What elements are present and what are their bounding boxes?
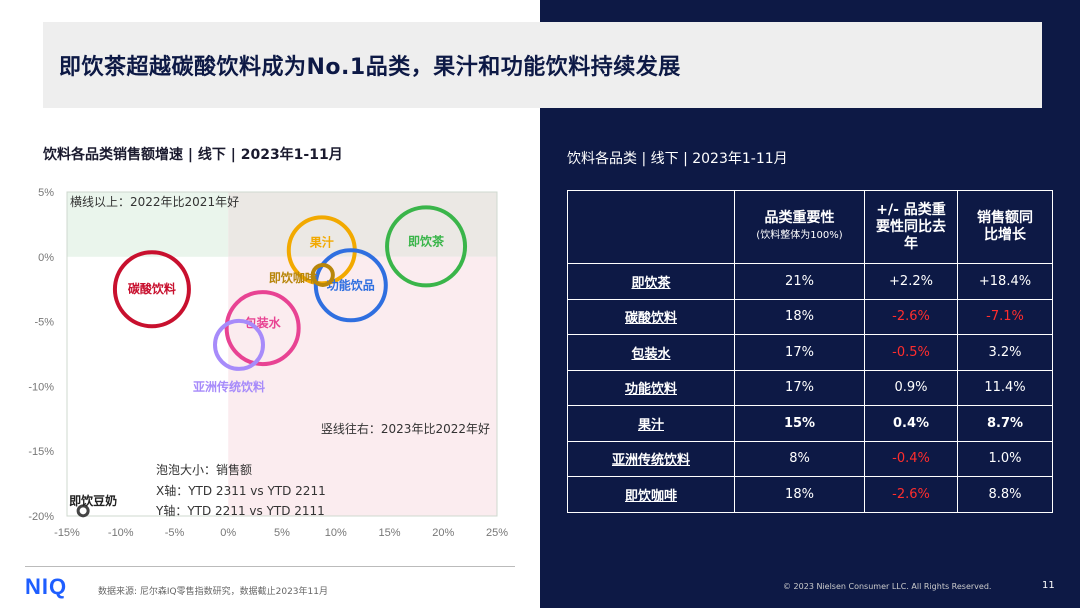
x-tick-label: 5%: [274, 527, 290, 539]
bubble: [213, 318, 265, 371]
table-row: 果汁 15% 0.4% 8.7%: [567, 405, 1053, 442]
x-tick-label: -5%: [165, 527, 185, 539]
row-importance: 17%: [734, 369, 865, 406]
legend-y: Y轴：YTD 2211 vs YTD 2111: [155, 503, 325, 518]
x-tick-label: 20%: [432, 527, 454, 539]
header-importance: 品类重要性 (饮料整体为100%): [734, 190, 865, 264]
row-importance-change: +2.2%: [864, 263, 958, 300]
page-title: 即饮茶超越碳酸饮料成为No.1品类，果汁和功能饮料持续发展: [59, 55, 681, 80]
table-row: 功能饮料 17% 0.9% 11.4%: [567, 369, 1053, 406]
row-growth: 8.8%: [957, 476, 1053, 513]
bubble: [385, 205, 468, 288]
copyright: © 2023 Nielsen Consumer LLC. All Rights …: [783, 582, 992, 591]
note-top: 横线以上：2022年比2021年好: [70, 195, 239, 209]
bubble-label: 即饮咖啡: [269, 270, 317, 285]
bubble-label: 碳酸饮料: [128, 281, 176, 296]
row-importance-change: -2.6%: [864, 298, 958, 335]
header-growth: 销售额同比增长: [957, 190, 1053, 264]
bubble-label: 亚洲传统饮料: [193, 379, 265, 394]
data-source: 数据来源: 尼尔森IQ零售指数研究，数据截止2023年11月: [98, 587, 328, 597]
bubble: [76, 504, 90, 518]
table-header-row: 品类重要性 (饮料整体为100%) +/- 品类重要性同比去年 销售额同比增长: [567, 190, 1053, 264]
row-growth: 3.2%: [957, 334, 1053, 371]
y-tick-label: -10%: [28, 381, 54, 393]
row-importance: 18%: [734, 298, 865, 335]
row-growth: 1.0%: [957, 440, 1053, 477]
x-tick-label: 25%: [486, 527, 508, 539]
x-tick-label: 0%: [220, 527, 236, 539]
plot-border: [66, 191, 498, 517]
x-tick-label: -15%: [54, 527, 80, 539]
table-row: 亚洲传统饮料 8% -0.4% 1.0%: [567, 440, 1053, 477]
quadrant-top-left: [67, 192, 229, 257]
row-importance: 17%: [734, 334, 865, 371]
legend-x: X轴：YTD 2311 vs YTD 2211: [156, 483, 326, 498]
row-importance: 18%: [734, 476, 865, 513]
row-importance-change: -0.4%: [864, 440, 958, 477]
chart-title: 饮料各品类销售额增速 | 线下 | 2023年1-11月: [43, 147, 343, 163]
row-importance: 8%: [734, 440, 865, 477]
row-category: 亚洲传统饮料: [567, 440, 735, 477]
header-importance-sub: (饮料整体为100%): [756, 230, 843, 241]
footer-divider: [25, 566, 515, 567]
y-tick-label: 5%: [38, 187, 54, 199]
bubble: [310, 262, 335, 287]
table-row: 碳酸饮料 18% -2.6% -7.1%: [567, 298, 1053, 335]
row-importance: 21%: [734, 263, 865, 300]
bubble: [313, 248, 388, 323]
row-category: 即饮咖啡: [567, 476, 735, 513]
bubble-label: 即饮茶: [408, 233, 445, 248]
row-category: 碳酸饮料: [567, 298, 735, 335]
row-growth: +18.4%: [957, 263, 1053, 300]
row-growth: -7.1%: [957, 298, 1053, 335]
row-category: 即饮茶: [567, 263, 735, 300]
bubble: [112, 250, 191, 329]
bubble-label: 功能饮品: [327, 277, 375, 292]
table-row: 包装水 17% -0.5% 3.2%: [567, 334, 1053, 371]
row-importance-change: -2.6%: [864, 476, 958, 513]
row-category: 包装水: [567, 334, 735, 371]
row-category: 果汁: [567, 405, 735, 442]
table-row: 即饮咖啡 18% -2.6% 8.8%: [567, 476, 1053, 513]
x-tick-label: 10%: [325, 527, 347, 539]
x-tick-label: 15%: [378, 527, 400, 539]
header-importance-change: +/- 品类重要性同比去年: [864, 190, 958, 264]
row-growth: 11.4%: [957, 369, 1053, 406]
header-empty: [567, 190, 735, 264]
row-growth: 8.7%: [957, 405, 1053, 442]
y-tick-label: -5%: [34, 317, 54, 329]
title-bar: 即饮茶超越碳酸饮料成为No.1品类，果汁和功能饮料持续发展: [43, 22, 1042, 108]
y-tick-label: -15%: [28, 446, 54, 458]
bubble: [224, 290, 301, 367]
table-title: 饮料各品类 | 线下 | 2023年1-11月: [567, 151, 788, 167]
row-importance-change: 0.4%: [864, 405, 958, 442]
row-category: 功能饮料: [567, 369, 735, 406]
x-tick-label: -10%: [108, 527, 134, 539]
page-number: 11: [1042, 580, 1055, 591]
note-right: 竖线往右：2023年比2022年好: [321, 421, 490, 436]
row-importance-change: 0.9%: [864, 369, 958, 406]
table-row: 即饮茶 21% +2.2% +18.4%: [567, 263, 1053, 300]
bubble-chart: -15% -10% -5% 0% 5% 10% 15% 20% 25% 5% 0% -5% -10% -1…: [28, 187, 508, 539]
row-importance-change: -0.5%: [864, 334, 958, 371]
bubble-label: 即饮豆奶: [69, 493, 117, 508]
y-tick-label: 0%: [38, 252, 54, 264]
bubble-label: 果汁: [309, 234, 334, 249]
quadrant-bottom-right: [228, 256, 497, 516]
row-importance: 15%: [734, 405, 865, 442]
data-table: 品类重要性 (饮料整体为100%) +/- 品类重要性同比去年 销售额同比增长 …: [567, 190, 1053, 513]
quadrant-top-right: [228, 192, 497, 257]
legend-size: 泡泡大小：销售额: [156, 462, 252, 477]
niq-logo: NIQ: [25, 574, 68, 599]
y-tick-label: -20%: [28, 511, 54, 523]
